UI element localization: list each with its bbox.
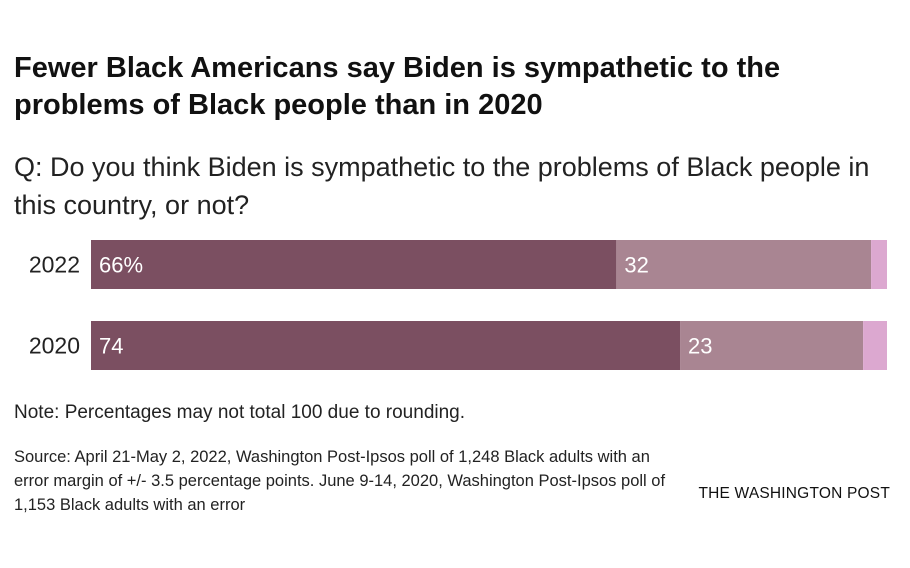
bar-segment-2022-2 bbox=[616, 240, 872, 289]
chart-source: Source: April 21-May 2, 2022, Washington… bbox=[14, 448, 666, 514]
category-label-2022: 2022 bbox=[29, 252, 80, 278]
bar-segment-2020-1 bbox=[91, 321, 681, 370]
bar-segment-2020-2 bbox=[680, 321, 864, 370]
stacked-bar-chart: 2022 66% 32 2020 74 23 bbox=[29, 240, 887, 370]
data-label-2020-2: 23 bbox=[688, 334, 712, 359]
chart-title: Fewer Black Americans say Biden is sympa… bbox=[14, 52, 781, 121]
bar-segment-2022-1 bbox=[91, 240, 617, 289]
chart-note: Note: Percentages may not total 100 due … bbox=[14, 402, 466, 423]
bar-segment-2020-3 bbox=[863, 321, 887, 370]
data-label-2022-2: 32 bbox=[624, 253, 648, 278]
data-label-2022-1: 66% bbox=[99, 253, 143, 278]
data-label-2020-1: 74 bbox=[99, 334, 123, 359]
publisher-logo: THE WASHINGTON POST bbox=[698, 485, 890, 502]
chart-subtitle: Q: Do you think Biden is sympathetic to … bbox=[14, 152, 870, 220]
bar-segment-2022-3 bbox=[871, 240, 887, 289]
category-label-2020: 2020 bbox=[29, 333, 80, 359]
